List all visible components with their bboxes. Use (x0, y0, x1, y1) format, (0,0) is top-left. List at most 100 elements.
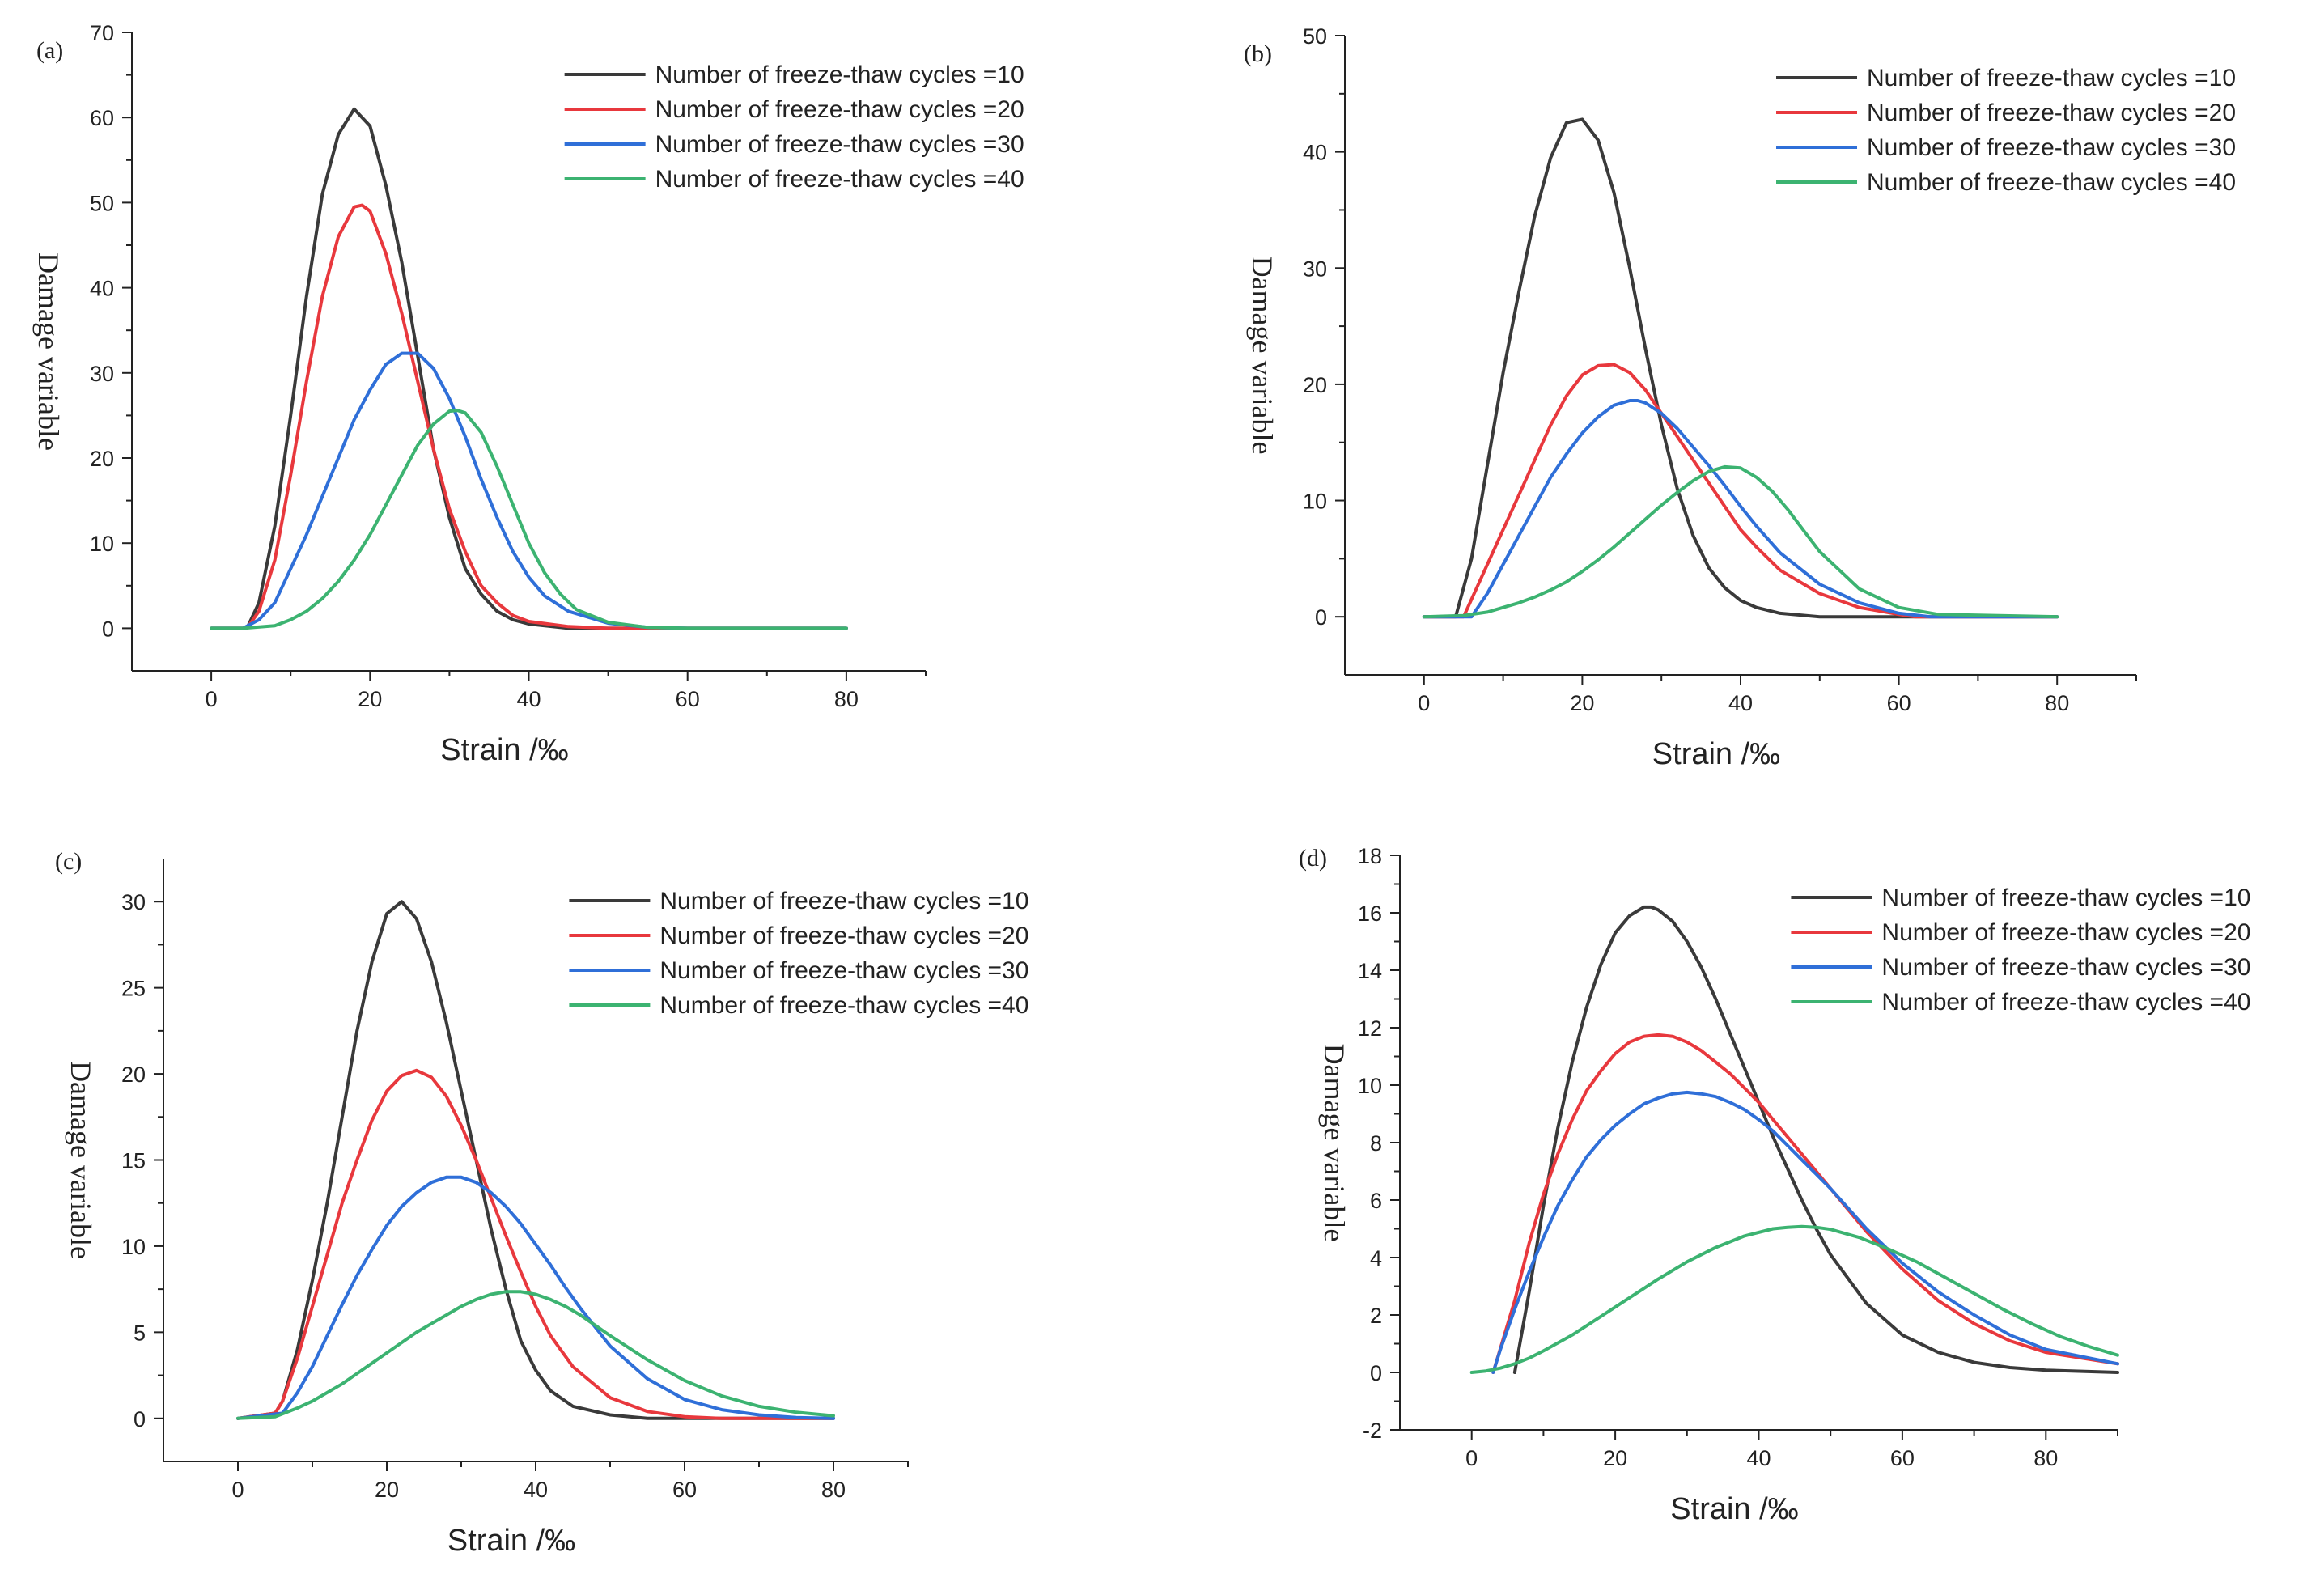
series-line-a-30 (210, 351, 848, 630)
y-tick-label-c: 25 (121, 977, 146, 1001)
y-tick-label-b: 10 (1303, 490, 1327, 514)
series-line-b-20 (1422, 363, 2059, 619)
series-line-c-30 (236, 1175, 835, 1420)
y-tick-label-d: 6 (1370, 1189, 1382, 1213)
y-tick-label-c: 0 (134, 1407, 146, 1431)
legend-label-d-30: Number of freeze-thaw cycles =30 (1881, 954, 2250, 981)
x-tick-label-c: 0 (231, 1478, 244, 1502)
x-tick-label-a: 20 (358, 687, 382, 711)
chart-panel-b: (b) Damage variable Strain /‰ 0 20 40 60 80 0… (1244, 24, 2236, 771)
series-line-d-40 (1469, 1224, 2119, 1374)
x-tick-label-c: 20 (375, 1478, 399, 1502)
legend-label-c-10: Number of freeze-thaw cycles =10 (659, 888, 1028, 914)
y-tick-label-c: 5 (134, 1321, 146, 1345)
y-axis-label-a: Damage variable (32, 252, 65, 451)
y-tick-label-a: 20 (90, 447, 114, 471)
x-tick-label-a: 40 (516, 687, 541, 711)
y-tick-label-d: 4 (1370, 1246, 1382, 1270)
series-line-d-10 (1512, 905, 2119, 1374)
y-tick-label-d: 16 (1358, 901, 1382, 926)
y-tick-label-d: 12 (1358, 1016, 1382, 1041)
series-line-a-40 (210, 409, 848, 630)
y-tick-label-a: 10 (90, 532, 114, 556)
y-tick-label-b: 40 (1303, 141, 1327, 165)
y-tick-label-a: 0 (102, 617, 114, 641)
x-tick-label-d: 20 (1603, 1446, 1627, 1470)
panel-label-d: (d) (1299, 845, 1327, 872)
y-tick-label-a: 40 (90, 277, 114, 301)
series-line-c-40 (236, 1290, 835, 1420)
panel-label-a: (a) (36, 37, 63, 64)
chart-panel-d: (d) Damage variable Strain /‰ 0 20 40 60 80-… (1299, 844, 2250, 1526)
legend-label-c-20: Number of freeze-thaw cycles =20 (659, 922, 1028, 949)
legend-label-a-30: Number of freeze-thaw cycles =30 (655, 131, 1024, 158)
y-tick-label-b: 0 (1315, 605, 1327, 630)
panel-label-c: (c) (55, 848, 82, 875)
y-tick-label-a: 60 (90, 106, 114, 130)
y-tick-label-a: 70 (90, 21, 114, 45)
x-tick-label-d: 80 (2034, 1446, 2058, 1470)
series-line-b-40 (1422, 464, 2059, 619)
panel-label-b: (b) (1244, 40, 1272, 67)
chart-panel-c: (c) Damage variable Strain /‰ 0 20 40 60 80 0… (55, 848, 1028, 1558)
x-tick-label-b: 40 (1728, 691, 1753, 715)
legend-label-b-10: Number of freeze-thaw cycles =10 (1867, 65, 2236, 91)
y-tick-label-d: 10 (1358, 1074, 1382, 1098)
x-tick-label-b: 0 (1418, 691, 1430, 715)
y-tick-label-d: 0 (1370, 1361, 1382, 1385)
legend-label-d-10: Number of freeze-thaw cycles =10 (1881, 884, 2250, 911)
y-tick-label-b: 50 (1303, 24, 1327, 49)
y-tick-label-a: 30 (90, 362, 114, 386)
chart-panel-a: (a) Damage variable Strain /‰ 0 20 40 60 80 0… (32, 21, 1024, 767)
series-line-c-20 (236, 1068, 835, 1420)
y-tick-label-a: 50 (90, 191, 114, 215)
y-tick-label-d: -2 (1363, 1419, 1382, 1443)
legend-label-c-40: Number of freeze-thaw cycles =40 (659, 992, 1028, 1019)
series-line-a-10 (210, 107, 848, 630)
x-tick-label-c: 80 (821, 1478, 846, 1502)
x-tick-label-c: 60 (672, 1478, 697, 1502)
y-tick-label-d: 8 (1370, 1131, 1382, 1156)
legend-label-a-20: Number of freeze-thaw cycles =20 (655, 96, 1024, 123)
x-axis-label-a: Strain /‰ (440, 733, 568, 767)
legend-label-b-30: Number of freeze-thaw cycles =30 (1867, 134, 2236, 161)
legend-label-a-40: Number of freeze-thaw cycles =40 (655, 166, 1024, 193)
y-tick-label-d: 18 (1358, 844, 1382, 868)
legend-label-b-40: Number of freeze-thaw cycles =40 (1867, 169, 2236, 196)
x-tick-label-b: 80 (2045, 691, 2069, 715)
legend-label-a-10: Number of freeze-thaw cycles =10 (655, 61, 1024, 88)
legend-label-d-40: Number of freeze-thaw cycles =40 (1881, 989, 2250, 1016)
series-line-b-10 (1422, 117, 2059, 619)
x-axis-label-b: Strain /‰ (1652, 737, 1780, 771)
series-line-d-20 (1491, 1033, 2119, 1374)
x-tick-label-b: 20 (1570, 691, 1594, 715)
y-tick-label-b: 30 (1303, 257, 1327, 281)
x-axis-label-c: Strain /‰ (447, 1524, 575, 1558)
series-line-a-20 (210, 203, 848, 630)
series-line-d-30 (1491, 1090, 2119, 1374)
x-axis-label-d: Strain /‰ (1670, 1492, 1798, 1526)
y-tick-label-c: 10 (121, 1235, 146, 1259)
x-tick-label-c: 40 (524, 1478, 548, 1502)
y-axis-label-d: Damage variable (1318, 1044, 1351, 1242)
legend-label-b-20: Number of freeze-thaw cycles =20 (1867, 100, 2236, 126)
x-tick-label-a: 60 (676, 687, 700, 711)
y-tick-label-b: 20 (1303, 373, 1327, 397)
y-axis-label-b: Damage variable (1246, 257, 1279, 455)
x-tick-label-b: 60 (1887, 691, 1911, 715)
x-tick-label-d: 40 (1746, 1446, 1771, 1470)
x-tick-label-d: 0 (1465, 1446, 1478, 1470)
series-line-b-30 (1422, 399, 2059, 619)
y-tick-label-d: 2 (1370, 1304, 1382, 1328)
y-axis-label-c: Damage variable (65, 1061, 97, 1259)
y-tick-label-c: 15 (121, 1149, 146, 1173)
x-tick-label-a: 80 (834, 687, 859, 711)
legend-label-d-20: Number of freeze-thaw cycles =20 (1881, 919, 2250, 946)
x-tick-label-d: 60 (1890, 1446, 1915, 1470)
legend-label-c-30: Number of freeze-thaw cycles =30 (659, 957, 1028, 984)
series-line-c-10 (236, 900, 835, 1420)
y-tick-label-c: 30 (121, 890, 146, 914)
y-tick-label-d: 14 (1358, 959, 1382, 983)
y-tick-label-c: 20 (121, 1062, 146, 1087)
